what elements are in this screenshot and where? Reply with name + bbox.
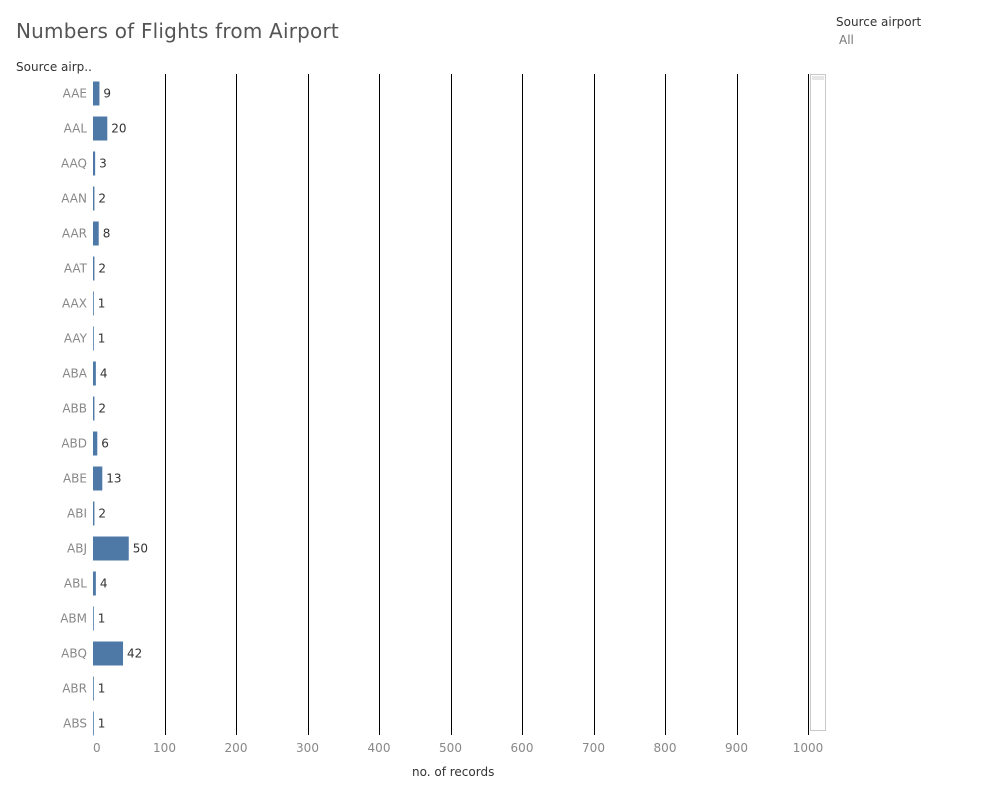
chart-title: Numbers of Flights from Airport xyxy=(16,19,339,43)
data-label: 4 xyxy=(100,577,108,591)
data-label: 42 xyxy=(127,647,142,661)
bar xyxy=(93,571,96,596)
data-label: 4 xyxy=(100,367,108,381)
bar xyxy=(93,676,94,701)
bar xyxy=(93,186,95,211)
gridlines xyxy=(165,74,809,735)
bar xyxy=(93,151,96,176)
bar xyxy=(93,711,94,736)
bar xyxy=(93,431,98,456)
bar xyxy=(93,606,94,631)
data-label: 1 xyxy=(98,297,106,311)
vertical-scrollbar[interactable] xyxy=(810,74,826,731)
data-label: 6 xyxy=(101,437,109,451)
category-label: AAR xyxy=(62,227,87,241)
category-label: AAT xyxy=(64,262,88,276)
category-label: AAE xyxy=(63,87,87,101)
category-label: AAY xyxy=(64,332,88,346)
bar xyxy=(93,221,99,246)
x-tick-label: 200 xyxy=(225,741,248,755)
category-label: AAL xyxy=(64,122,88,136)
data-label: 2 xyxy=(98,262,106,276)
category-label: AAX xyxy=(62,297,87,311)
category-label: ABL xyxy=(64,577,87,591)
data-label: 1 xyxy=(98,332,106,346)
data-label: 2 xyxy=(98,402,106,416)
data-label: 9 xyxy=(103,87,111,101)
bar xyxy=(93,466,103,491)
row-header: Source airp.. xyxy=(16,60,92,74)
category-label: ABB xyxy=(62,402,87,416)
category-label: ABS xyxy=(63,717,87,731)
filter-value-dropdown[interactable]: All xyxy=(839,33,854,47)
filter-title: Source airport xyxy=(836,15,922,29)
category-label: ABA xyxy=(62,367,87,381)
x-tick-label: 800 xyxy=(654,741,677,755)
bar xyxy=(93,291,94,316)
bar xyxy=(93,256,95,281)
data-label: 1 xyxy=(98,612,106,626)
x-tick-label: 500 xyxy=(439,741,462,755)
x-tick-label: 1000 xyxy=(793,741,824,755)
x-tick-label: 300 xyxy=(296,741,319,755)
bar xyxy=(93,536,129,561)
bar xyxy=(93,326,94,351)
category-label: AAN xyxy=(61,192,87,206)
x-tick-label: 900 xyxy=(725,741,748,755)
data-label: 20 xyxy=(111,122,126,136)
data-label: 1 xyxy=(98,682,106,696)
x-axis-title: no. of records xyxy=(412,765,495,779)
category-label: ABM xyxy=(60,612,87,626)
bar xyxy=(93,81,100,106)
category-label: ABD xyxy=(61,437,87,451)
bar xyxy=(93,116,108,141)
bar xyxy=(93,501,95,526)
x-axis-ticks: 0 100 200 300 400 500 600 700 800 900 1000 xyxy=(93,741,823,755)
category-label: AAQ xyxy=(61,157,87,171)
bar xyxy=(93,641,124,666)
data-label: 2 xyxy=(98,507,106,521)
bar xyxy=(93,361,96,386)
category-label: ABE xyxy=(63,472,87,486)
x-tick-label: 600 xyxy=(511,741,534,755)
data-label: 50 xyxy=(133,542,148,556)
category-labels: AAE AAL AAQ AAN AAR AAT AAX AAY ABA ABB ABD ABE ABI A… xyxy=(60,87,88,731)
data-label: 2 xyxy=(98,192,106,206)
data-label: 13 xyxy=(106,472,121,486)
category-label: ABR xyxy=(62,682,87,696)
bars xyxy=(93,81,129,736)
category-label: ABQ xyxy=(61,647,87,661)
bar xyxy=(93,396,95,421)
data-label: 8 xyxy=(103,227,111,241)
data-label: 1 xyxy=(98,717,106,731)
x-tick-label: 700 xyxy=(582,741,605,755)
category-label: ABI xyxy=(67,507,87,521)
scrollbar-thumb[interactable] xyxy=(812,76,824,80)
x-tick-label: 100 xyxy=(153,741,176,755)
x-tick-label: 400 xyxy=(368,741,391,755)
x-tick-label: 0 xyxy=(93,741,101,755)
data-label: 3 xyxy=(99,157,107,171)
category-label: ABJ xyxy=(67,542,87,556)
